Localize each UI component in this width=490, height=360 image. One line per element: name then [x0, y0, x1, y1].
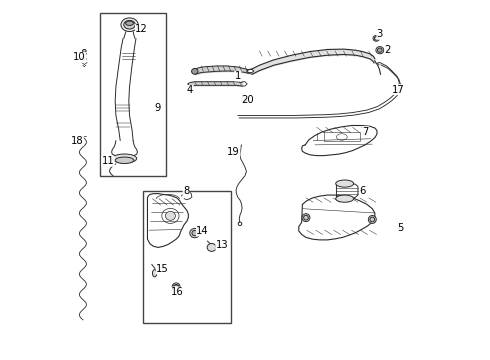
Ellipse shape: [125, 21, 133, 26]
Text: 3: 3: [377, 30, 383, 39]
Ellipse shape: [244, 99, 246, 102]
Ellipse shape: [370, 217, 375, 222]
Text: 17: 17: [392, 85, 405, 95]
Ellipse shape: [152, 270, 157, 277]
Ellipse shape: [373, 36, 379, 41]
Text: 5: 5: [397, 224, 403, 233]
Ellipse shape: [368, 216, 376, 224]
Text: 2: 2: [385, 45, 391, 55]
Ellipse shape: [112, 154, 137, 163]
Ellipse shape: [174, 284, 178, 289]
Ellipse shape: [207, 243, 216, 251]
Ellipse shape: [374, 37, 378, 40]
Text: 15: 15: [156, 264, 169, 274]
Ellipse shape: [242, 98, 248, 103]
Ellipse shape: [82, 52, 86, 55]
Ellipse shape: [192, 230, 197, 236]
Text: 16: 16: [171, 287, 184, 297]
Text: 13: 13: [216, 239, 228, 249]
Text: 18: 18: [71, 136, 83, 145]
Text: 12: 12: [135, 24, 148, 35]
Bar: [143, 191, 231, 323]
Text: 1: 1: [235, 71, 241, 81]
Ellipse shape: [115, 157, 134, 163]
Ellipse shape: [121, 18, 138, 32]
Ellipse shape: [302, 214, 310, 222]
Text: 20: 20: [242, 95, 254, 105]
Text: 9: 9: [154, 103, 161, 113]
Ellipse shape: [336, 180, 354, 187]
Ellipse shape: [172, 283, 180, 291]
Ellipse shape: [304, 215, 308, 220]
Ellipse shape: [124, 21, 135, 29]
Ellipse shape: [166, 211, 175, 220]
Ellipse shape: [192, 68, 198, 74]
Text: 4: 4: [187, 85, 193, 95]
Text: 19: 19: [227, 147, 240, 157]
Text: 14: 14: [196, 226, 209, 236]
Ellipse shape: [190, 228, 200, 238]
Bar: [100, 13, 166, 176]
Text: 10: 10: [73, 52, 86, 62]
Text: 7: 7: [362, 127, 368, 136]
Ellipse shape: [376, 46, 384, 54]
Ellipse shape: [377, 48, 382, 52]
Text: 11: 11: [101, 156, 114, 166]
Ellipse shape: [336, 195, 354, 202]
Ellipse shape: [82, 49, 86, 52]
Text: 8: 8: [183, 186, 189, 197]
Text: 6: 6: [360, 186, 366, 197]
